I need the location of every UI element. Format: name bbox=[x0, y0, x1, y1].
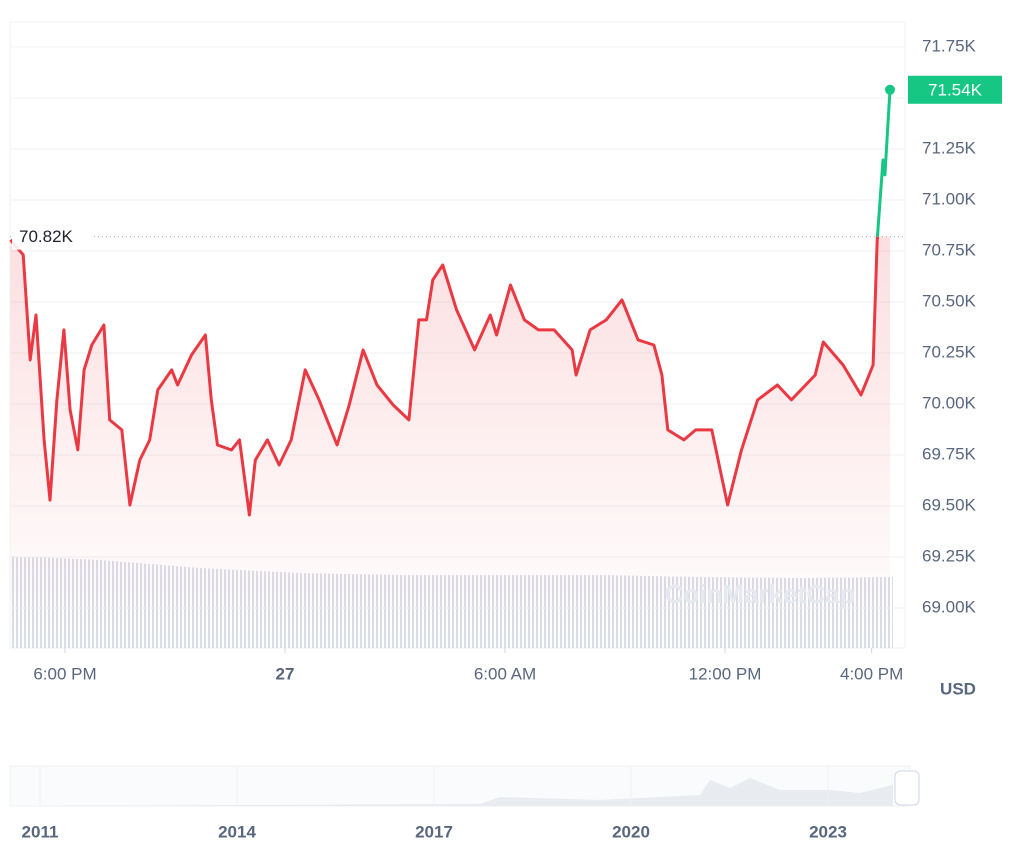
navigator-label: 2023 bbox=[809, 822, 847, 841]
y-tick-label: 70.50K bbox=[922, 291, 977, 310]
navigator-label: 2017 bbox=[415, 822, 453, 841]
navigator-area bbox=[10, 778, 893, 806]
x-tick-label: 6:00 PM bbox=[33, 664, 96, 683]
x-tick-label: 12:00 PM bbox=[689, 664, 762, 683]
x-tick-label: 27 bbox=[276, 664, 295, 683]
area-fill bbox=[10, 236, 890, 648]
x-tick-label: 4:00 PM bbox=[840, 664, 903, 683]
reference-label-bg bbox=[12, 223, 92, 250]
y-tick-label: 71.75K bbox=[922, 36, 977, 55]
y-tick-label: 71.00K bbox=[922, 189, 977, 208]
y-tick-label: 69.25K bbox=[922, 546, 977, 565]
y-tick-label: 70.75K bbox=[922, 240, 977, 259]
y-tick-label: 70.25K bbox=[922, 342, 977, 361]
y-tick-label: 71.25K bbox=[922, 138, 977, 157]
navigator-label: 2020 bbox=[612, 822, 650, 841]
price-line-down bbox=[9, 236, 879, 517]
price-badge-label: 71.54K bbox=[928, 80, 983, 99]
reference-label: 70.82K bbox=[19, 227, 74, 246]
navigator-label: 2011 bbox=[22, 822, 59, 841]
navigator-label: 2014 bbox=[218, 822, 256, 841]
x-tick-label: 6:00 AM bbox=[474, 664, 536, 683]
watermark: CoinMarketCap bbox=[665, 579, 856, 609]
y-tick-label: 69.00K bbox=[922, 597, 977, 616]
navigator-labels: 2011 2014 2017 2020 2023 bbox=[22, 766, 847, 841]
last-point bbox=[885, 84, 895, 95]
price-badge bbox=[908, 75, 1002, 104]
y-tick-label: 69.75K bbox=[922, 444, 977, 463]
y-axis-label: USD bbox=[940, 679, 976, 698]
y-tick-label: 69.50K bbox=[922, 495, 977, 514]
navigator-handle[interactable] bbox=[894, 770, 920, 806]
plot: 69.00K 69.25K 69.50K 69.75K 70.00K 70.25K 70.5… bbox=[9, 36, 1002, 683]
y-tick-label: 70.00K bbox=[922, 393, 977, 412]
